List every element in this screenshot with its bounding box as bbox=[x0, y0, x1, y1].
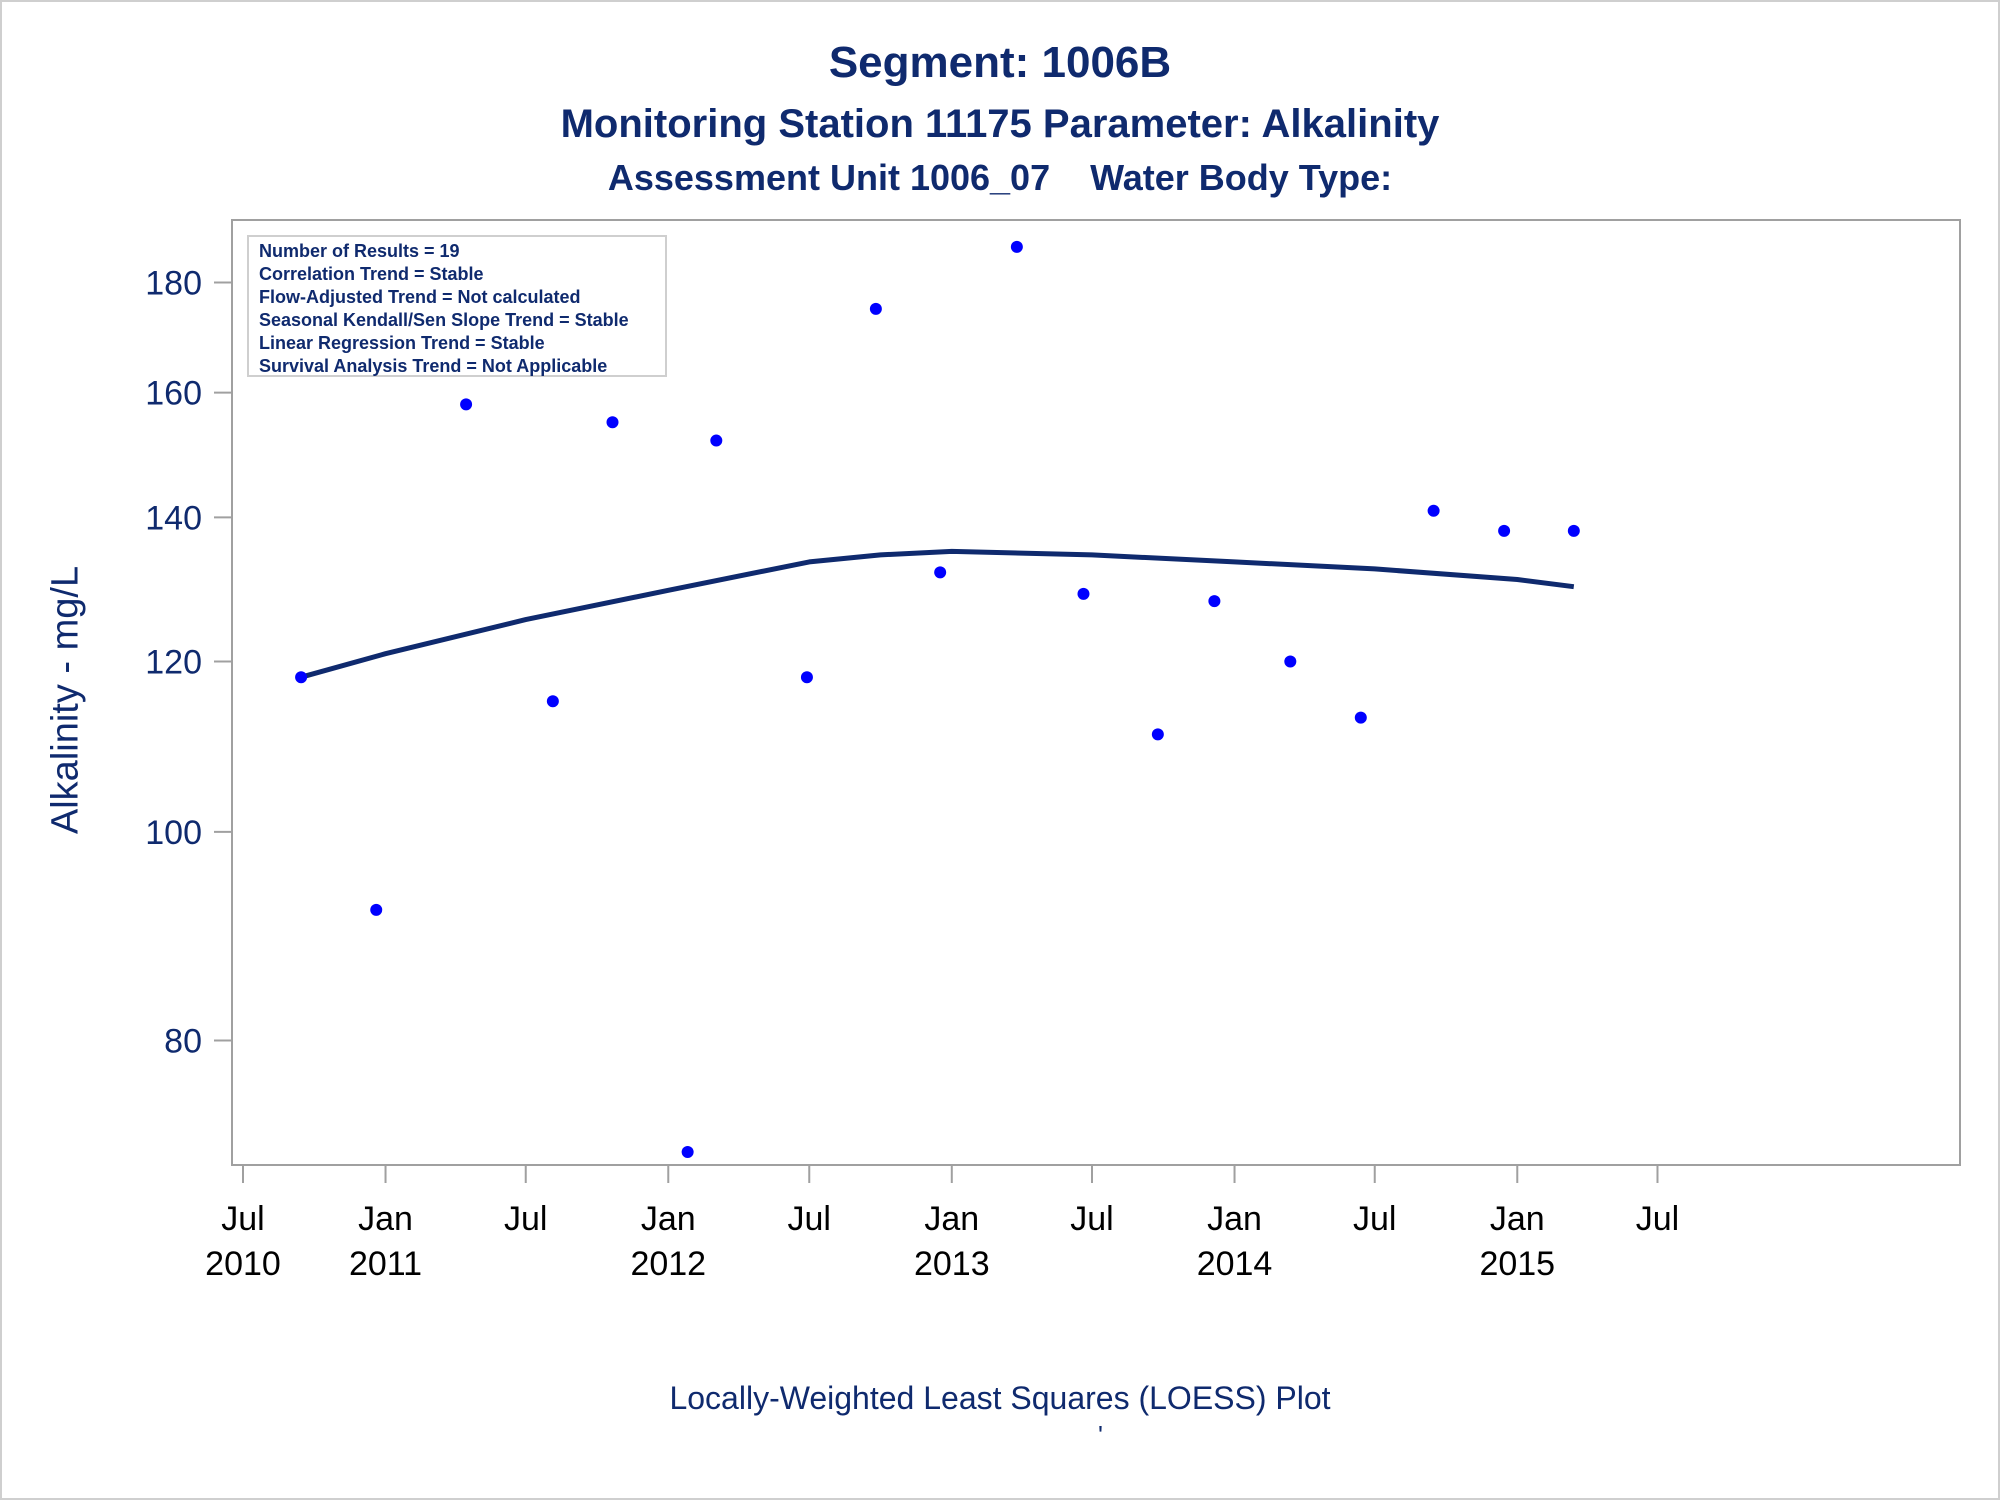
x-tick-label: Jul bbox=[504, 1200, 547, 1238]
x-tick-label: Jan bbox=[1207, 1200, 1262, 1238]
data-point bbox=[1498, 524, 1511, 537]
chart-subtitle-2: Assessment Unit 1006_07 Water Body Type: bbox=[607, 157, 1393, 198]
x-tick-label-year: 2013 bbox=[914, 1245, 990, 1283]
stats-line: Seasonal Kendall/Sen Slope Trend = Stabl… bbox=[259, 310, 629, 330]
footer-mark: ' bbox=[1098, 1420, 1103, 1450]
data-point bbox=[710, 434, 723, 447]
y-tick-label: 120 bbox=[145, 643, 202, 681]
x-tick-label: Jan bbox=[1490, 1200, 1545, 1238]
stats-line: Flow-Adjusted Trend = Not calculated bbox=[259, 287, 581, 307]
y-axis: 80 100 120 140 160 180 bbox=[145, 265, 232, 1060]
x-axis: Jul 2010 Jan 2011 Jul Jan 2012 Jul Jan 2013 Jul Jan… bbox=[205, 1164, 1960, 1283]
x-tick-label: Jan bbox=[924, 1200, 979, 1238]
y-tick-label: 180 bbox=[145, 265, 202, 303]
x-tick-label-year: 2010 bbox=[205, 1245, 281, 1283]
chart-title: Segment: 1006B bbox=[828, 38, 1172, 87]
x-tick-label: Jul bbox=[1636, 1200, 1679, 1238]
chart-subtitle: Monitoring Station 11175 Parameter: Alka… bbox=[560, 102, 1440, 146]
data-point bbox=[1354, 711, 1367, 724]
x-tick-label-year: 2011 bbox=[349, 1245, 422, 1283]
y-tick-label: 100 bbox=[145, 814, 202, 852]
y-tick-label: 160 bbox=[145, 375, 202, 413]
data-point bbox=[606, 416, 619, 429]
x-tick-label-year: 2015 bbox=[1479, 1245, 1555, 1283]
loess-line bbox=[300, 548, 1575, 680]
data-point bbox=[460, 398, 473, 411]
data-point bbox=[295, 671, 308, 684]
stats-box: Number of Results = 19 Correlation Trend… bbox=[247, 235, 667, 377]
stats-line: Linear Regression Trend = Stable bbox=[259, 333, 545, 353]
stats-line: Survival Analysis Trend = Not Applicable bbox=[259, 356, 608, 376]
data-point bbox=[370, 903, 383, 916]
footer-caption: Locally-Weighted Least Squares (LOESS) P… bbox=[669, 1380, 1331, 1416]
stats-line: Correlation Trend = Stable bbox=[259, 264, 484, 284]
data-point bbox=[1077, 587, 1090, 600]
x-tick-label: Jul bbox=[221, 1200, 264, 1238]
x-tick-label: Jul bbox=[788, 1200, 831, 1238]
x-tick-label: Jul bbox=[1070, 1200, 1113, 1238]
data-points bbox=[295, 240, 1580, 1158]
data-point bbox=[1567, 524, 1580, 537]
data-point bbox=[1427, 504, 1440, 517]
data-point bbox=[869, 302, 882, 315]
y-tick-label: 80 bbox=[164, 1022, 202, 1060]
data-point bbox=[800, 671, 813, 684]
x-tick-label: Jan bbox=[358, 1200, 413, 1238]
x-tick-label: Jan bbox=[641, 1200, 696, 1238]
x-tick-label-year: 2012 bbox=[630, 1245, 706, 1283]
data-point bbox=[1151, 728, 1164, 741]
data-point bbox=[681, 1146, 694, 1158]
y-tick-label: 140 bbox=[145, 499, 202, 537]
x-tick-label-year: 2014 bbox=[1197, 1245, 1273, 1283]
data-point bbox=[1208, 595, 1221, 608]
data-point bbox=[1284, 655, 1297, 668]
data-point bbox=[934, 566, 947, 579]
data-point bbox=[546, 695, 559, 708]
stats-line: Number of Results = 19 bbox=[259, 241, 460, 261]
x-tick-label: Jul bbox=[1353, 1200, 1396, 1238]
y-axis-label: Alkalinity - mg/L bbox=[44, 565, 87, 835]
data-point bbox=[1010, 240, 1023, 253]
